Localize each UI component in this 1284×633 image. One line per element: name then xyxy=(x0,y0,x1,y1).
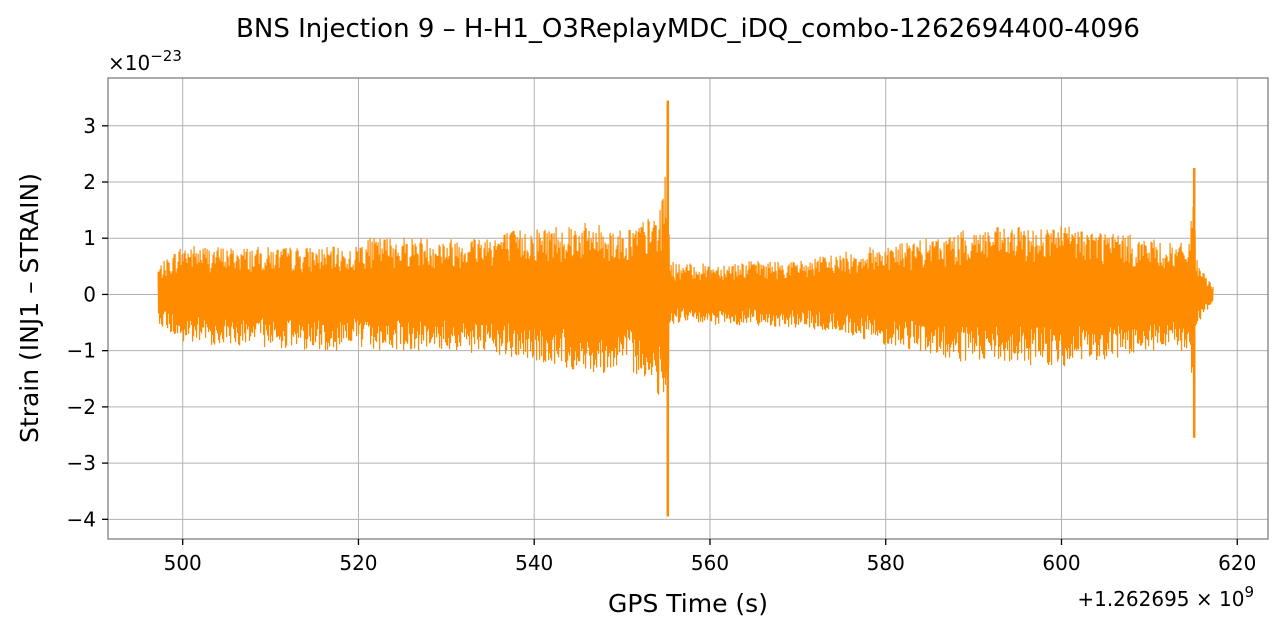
y-tick-label: −4 xyxy=(67,507,96,531)
y-scale-exponent: −23 xyxy=(150,47,182,65)
y-tick-label: −2 xyxy=(67,395,96,419)
y-tick-label: 1 xyxy=(83,226,96,250)
x-tick-label: 540 xyxy=(515,551,553,575)
y-scale-multiplier: ×10−23 xyxy=(108,47,182,75)
x-offset-exponent: 9 xyxy=(1244,583,1254,601)
x-axis-label: GPS Time (s) xyxy=(608,589,768,618)
data-series xyxy=(157,100,1214,517)
chart-title: BNS Injection 9 – H-H1_O3ReplayMDC_iDQ_c… xyxy=(236,14,1140,44)
y-tick-label: 0 xyxy=(83,282,96,306)
y-tick-label: −1 xyxy=(67,339,96,363)
axis-ticks: 500 520 540 560 580 600 620 −4 −3 −2 −1 0 1 2 3 xyxy=(67,114,1257,575)
y-axis-label: Strain (INJ1 – STRAIN) xyxy=(15,173,44,443)
y-tick-label: −3 xyxy=(67,451,96,475)
x-tick-label: 560 xyxy=(691,551,729,575)
plot-frame xyxy=(107,77,1269,540)
x-tick-label: 500 xyxy=(164,551,202,575)
x-tick-label: 580 xyxy=(867,551,905,575)
y-tick-label: 2 xyxy=(83,170,96,194)
y-tick-label: 3 xyxy=(83,114,96,138)
x-offset-label: +1.262695 × 109 xyxy=(1077,583,1254,611)
x-tick-label: 620 xyxy=(1218,551,1256,575)
strain-series-line xyxy=(157,143,1214,502)
x-tick-label: 600 xyxy=(1042,551,1080,575)
x-offset-base: +1.262695 × 10 xyxy=(1077,587,1244,611)
x-tick-label: 520 xyxy=(339,551,377,575)
y-scale-base: ×10 xyxy=(108,51,150,75)
